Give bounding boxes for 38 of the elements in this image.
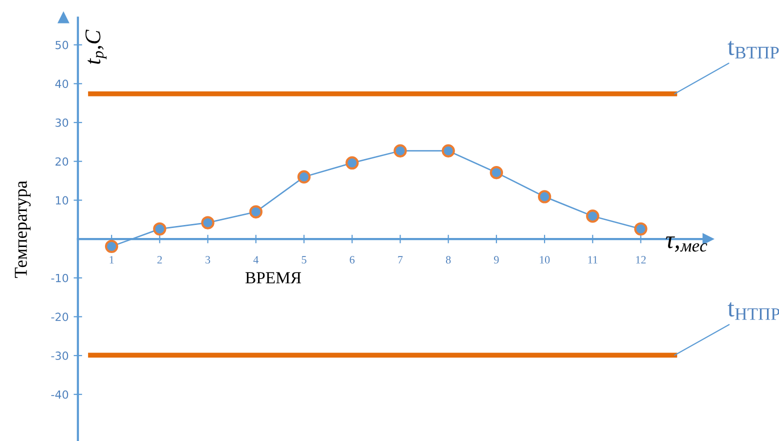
y-tick-label: 10 <box>56 196 68 205</box>
y-tick-label: 30 <box>56 118 68 127</box>
point <box>586 210 600 223</box>
x-tick-label: 10 <box>540 256 550 264</box>
x-tick-label: 2 <box>157 256 162 264</box>
annotation: τ,$_{мес}$ <box>666 236 708 252</box>
x-axis-title: ВРЕМЯ <box>245 272 302 284</box>
annotation: t$_{р}$,C <box>85 30 107 64</box>
point <box>634 222 648 236</box>
x-tick-label: 11 <box>588 256 598 264</box>
x-tick-label: 3 <box>206 256 210 264</box>
y-tick-label: -40 <box>51 390 68 399</box>
point <box>249 205 262 218</box>
point <box>153 222 166 236</box>
y-tick-label: 40 <box>55 80 68 88</box>
point <box>297 170 311 184</box>
x-tick-label: 8 <box>446 256 451 264</box>
point <box>104 240 118 254</box>
y-tick-label: -30 <box>51 352 68 360</box>
x-tick-label: 9 <box>494 256 499 264</box>
ref-line-label: t$_{ВТПР}$ <box>728 40 779 58</box>
point <box>490 166 504 180</box>
x-tick-label: 4 <box>253 256 259 264</box>
y-tick-label: -10 <box>51 274 68 282</box>
y-tick-label: -20 <box>51 312 68 322</box>
x-tick-label: 7 <box>398 256 403 264</box>
y-tick-label: 50 <box>56 40 68 50</box>
y-tick-label: 20 <box>56 157 68 166</box>
point <box>201 216 214 230</box>
x-tick-label: 6 <box>350 256 355 264</box>
point <box>394 144 407 158</box>
y-axis-title: Температура <box>14 180 31 278</box>
point <box>346 156 359 170</box>
x-tick-label: 5 <box>302 256 306 264</box>
point <box>538 190 552 204</box>
x-tick-label: 12 <box>636 256 646 264</box>
x-tick-label: 1 <box>110 256 114 264</box>
point <box>442 144 455 158</box>
